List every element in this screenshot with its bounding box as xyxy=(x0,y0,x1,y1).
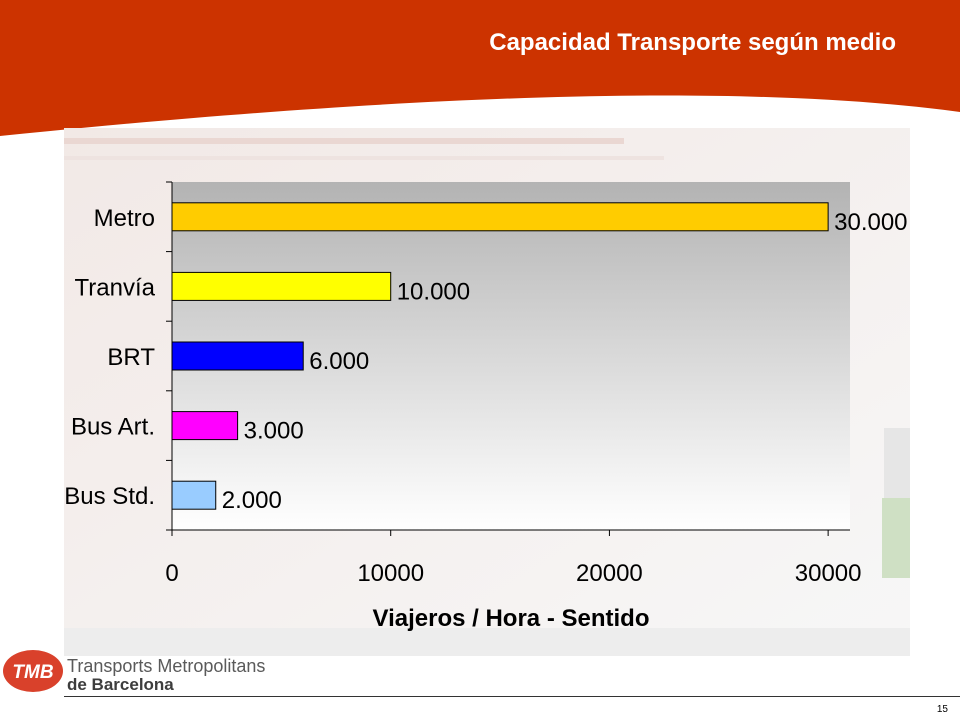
x-axis-title: Viajeros / Hora - Sentido xyxy=(373,605,650,632)
category-label-1: Tranvía xyxy=(75,274,156,301)
value-labels: 30.000 10.000 6.000 3.000 2.000 xyxy=(222,209,908,514)
x-tick-label-2: 20000 xyxy=(576,560,643,587)
value-label-3: 3.000 xyxy=(244,418,304,445)
logo-text: TMB xyxy=(12,662,53,683)
value-label-1: 10.000 xyxy=(397,278,470,305)
bars xyxy=(171,202,829,510)
footer-rule xyxy=(64,696,960,697)
x-tick-label-3: 30000 xyxy=(795,560,862,587)
brand-name-line1: Transports Metropolitans xyxy=(67,656,266,676)
brand-name-line2: de Barcelona xyxy=(67,675,174,694)
x-tick-label-1: 10000 xyxy=(357,560,424,587)
bar-3 xyxy=(171,411,239,441)
category-label-2: BRT xyxy=(107,344,155,371)
bar-4 xyxy=(171,480,217,510)
page-number: 15 xyxy=(936,704,948,715)
x-tick-label-0: 0 xyxy=(165,560,178,587)
bar-2 xyxy=(171,341,304,371)
bar-1 xyxy=(171,271,392,301)
tmb-logo: TMB xyxy=(3,650,63,692)
category-label-3: Bus Art. xyxy=(71,414,155,441)
bar-0 xyxy=(171,202,829,232)
value-label-4: 2.000 xyxy=(222,487,282,514)
category-label-0: Metro xyxy=(94,205,155,232)
category-label-4: Bus Std. xyxy=(64,483,155,510)
slide-title: Capacidad Transporte según medio xyxy=(489,29,896,56)
x-axis-ticks: 0 10000 20000 30000 xyxy=(165,530,862,587)
header-band xyxy=(0,0,960,136)
value-label-0: 30.000 xyxy=(834,209,907,236)
category-labels: Metro Tranvía BRT Bus Art. Bus Std. xyxy=(64,205,155,510)
value-label-2: 6.000 xyxy=(309,348,369,375)
